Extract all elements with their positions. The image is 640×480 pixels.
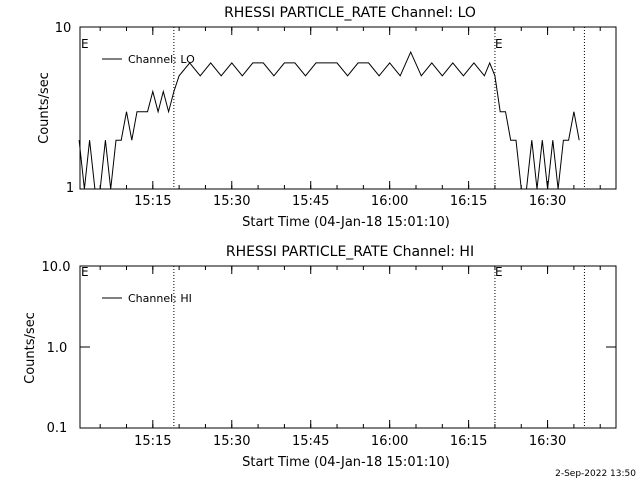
x-tick-label: 15:30 [213, 434, 250, 449]
x-tick-label: 15:45 [292, 194, 329, 209]
y-axis-label-lo: Counts/sec [37, 72, 52, 144]
x-tick-label: 15:15 [134, 434, 171, 449]
legend-label-lo: Channel: LO [128, 53, 195, 66]
event-label-hi-right: E [495, 265, 503, 279]
y-tick-label-10-0: 10.0 [42, 260, 71, 275]
x-tick-label: 16:15 [450, 194, 487, 209]
panel-lo: RHESSI PARTICLE_RATE Channel: LO 10 1 Co… [37, 5, 617, 230]
y-axis-ticks-lo [80, 26, 616, 190]
x-tick-label: 16:30 [529, 434, 566, 449]
x-tick-label: 15:30 [213, 194, 250, 209]
legend-label-hi: Channel: HI [128, 292, 192, 305]
x-tick-labels-hi: 15:15 15:30 15:45 16:00 16:15 16:30 [134, 434, 566, 449]
x-tick-label: 16:30 [529, 194, 566, 209]
timestamp-footer: 2-Sep-2022 13:50 [555, 469, 636, 479]
x-tick-label: 16:00 [371, 434, 408, 449]
event-lines-lo [173, 27, 585, 189]
x-tick-label: 16:00 [371, 194, 408, 209]
y-tick-label-1-0: 1.0 [47, 341, 68, 356]
x-tick-label: 16:15 [450, 434, 487, 449]
y-axis-ticks-hi [80, 265, 616, 429]
plot-frame-hi [79, 265, 617, 429]
title-lo: RHESSI PARTICLE_RATE Channel: LO [224, 5, 476, 21]
plot-frame-lo [79, 26, 617, 190]
y-tick-label-0-1: 0.1 [47, 421, 68, 436]
x-axis-ticks-lo [99, 27, 601, 189]
y-tick-label-1: 1 [66, 181, 74, 196]
y-axis-label-hi: Counts/sec [23, 312, 38, 384]
event-label-lo-right: E [495, 37, 503, 51]
x-tick-label: 15:45 [292, 434, 329, 449]
event-label-hi-left: E [81, 265, 89, 279]
x-axis-ticks-hi [99, 266, 601, 428]
series-line-lo [78, 50, 580, 190]
x-axis-label-lo: Start Time (04-Jan-18 15:01:10) [242, 215, 450, 230]
title-hi: RHESSI PARTICLE_RATE Channel: HI [226, 244, 474, 260]
panel-hi: RHESSI PARTICLE_RATE Channel: HI 10.0 1.… [23, 244, 617, 470]
event-lines-hi [173, 266, 585, 428]
x-axis-label-hi: Start Time (04-Jan-18 15:01:10) [242, 455, 450, 470]
event-label-lo-left: E [81, 37, 89, 51]
x-tick-label: 15:15 [134, 194, 171, 209]
x-tick-labels-lo: 15:15 15:30 15:45 16:00 16:15 16:30 [134, 194, 566, 209]
y-tick-label-10: 10 [55, 21, 72, 36]
